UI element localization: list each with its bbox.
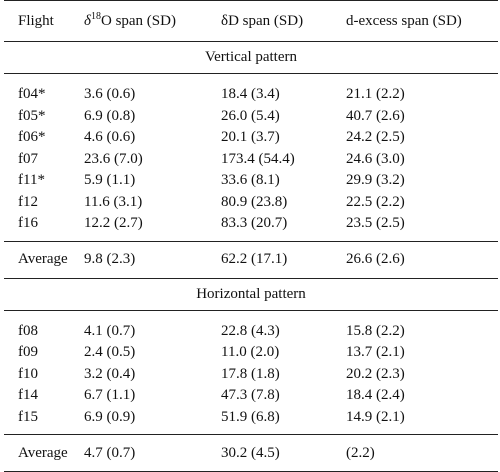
section-row-horizontal: Horizontal pattern (4, 278, 498, 311)
cell-d18o: 3.6 (0.6) (84, 86, 136, 103)
cell-flight: f07 (18, 150, 38, 167)
cell-d18o: 3.2 (0.4) (84, 365, 136, 382)
average-row-vertical: Average 9.8 (2.3) 62.2 (17.1) 26.6 (2.6) (4, 240, 498, 279)
cell-dd: 83.3 (20.7) (221, 215, 288, 232)
table-row: f12 11.6 (3.1) 80.9 (23.8) 22.5 (2.2) (4, 192, 498, 214)
cell-dexcess: 21.1 (2.2) (346, 86, 405, 103)
table-row: f08 4.1 (0.7) 22.8 (4.3) 15.8 (2.2) (4, 310, 498, 342)
cell-dd: 26.0 (5.4) (221, 107, 280, 124)
cell-d18o: 6.9 (0.8) (84, 107, 136, 124)
cell-flight: f11* (18, 172, 45, 189)
cell-dexcess: 18.4 (2.4) (346, 387, 405, 404)
cell-d18o: 9.8 (2.3) (84, 240, 221, 279)
cell-flight: Average (4, 434, 84, 472)
cell-dd: 80.9 (23.8) (221, 193, 288, 210)
flight-span-table: Flight δ18O span (SD) δD span (SD) d-exc… (4, 0, 498, 472)
cell-d18o: 4.1 (0.7) (84, 322, 136, 339)
cell-flight: f06* (18, 129, 46, 146)
cell-d18o: 4.7 (0.7) (84, 434, 221, 472)
cell-d18o: 6.9 (0.9) (84, 408, 136, 425)
cell-d18o: 11.6 (3.1) (84, 193, 143, 210)
delta-symbol: δ (84, 12, 91, 29)
section-title-vertical: Vertical pattern (4, 41, 498, 74)
cell-dexcess: 20.2 (2.3) (346, 365, 405, 382)
cell-d18o: 5.9 (1.1) (84, 172, 136, 189)
col-header-d18o: δ18O span (SD) (84, 0, 221, 42)
col-header-dexcess: d-excess span (SD) (346, 0, 498, 42)
col-header-dd: δD span (SD) (221, 0, 346, 42)
section-title-horizontal: Horizontal pattern (4, 278, 498, 311)
table-row: f14 6.7 (1.1) 47.3 (7.8) 18.4 (2.4) (4, 385, 498, 407)
cell-dd: 18.4 (3.4) (221, 86, 280, 103)
cell-flight: f05* (18, 107, 46, 124)
cell-dexcess: 26.6 (2.6) (346, 240, 498, 279)
table-row: f16 12.2 (2.7) 83.3 (20.7) 23.5 (2.5) (4, 213, 498, 241)
cell-dexcess: 24.6 (3.0) (346, 150, 405, 167)
cell-flight: f16 (18, 215, 38, 232)
cell-dd: 33.6 (8.1) (221, 172, 280, 189)
cell-dexcess: 29.9 (3.2) (346, 172, 405, 189)
cell-dd: 11.0 (2.0) (221, 344, 280, 361)
table-row: f10 3.2 (0.4) 17.8 (1.8) 20.2 (2.3) (4, 364, 498, 386)
cell-flight: f08 (18, 322, 38, 339)
cell-dd: 173.4 (54.4) (221, 150, 295, 167)
cell-d18o: 12.2 (2.7) (84, 215, 143, 232)
table-row: f07 23.6 (7.0) 173.4 (54.4) 24.6 (3.0) (4, 149, 498, 171)
header-row: Flight δ18O span (SD) δD span (SD) d-exc… (4, 0, 498, 42)
cell-dexcess: 22.5 (2.2) (346, 193, 405, 210)
table-row: f04* 3.6 (0.6) 18.4 (3.4) 21.1 (2.2) (4, 74, 498, 106)
table-row: f06* 4.6 (0.6) 20.1 (3.7) 24.2 (2.5) (4, 127, 498, 149)
cell-dd: 30.2 (4.5) (221, 434, 346, 472)
cell-dd: 47.3 (7.8) (221, 387, 280, 404)
cell-dexcess: (2.2) (346, 434, 498, 472)
cell-flight: f10 (18, 365, 38, 382)
cell-dd: 51.9 (6.8) (221, 408, 280, 425)
cell-dexcess: 24.2 (2.5) (346, 129, 405, 146)
cell-dexcess: 15.8 (2.2) (346, 322, 405, 339)
cell-dd: 22.8 (4.3) (221, 322, 280, 339)
cell-dexcess: 23.5 (2.5) (346, 215, 405, 232)
cell-flight: f04* (18, 86, 46, 103)
cell-flight: f09 (18, 344, 38, 361)
cell-dexcess: 13.7 (2.1) (346, 344, 405, 361)
cell-dd: 20.1 (3.7) (221, 129, 280, 146)
cell-d18o: 4.6 (0.6) (84, 129, 136, 146)
cell-dd: 62.2 (17.1) (221, 240, 346, 279)
cell-flight: f14 (18, 387, 38, 404)
table-row: f15 6.9 (0.9) 51.9 (6.8) 14.9 (2.1) (4, 407, 498, 435)
cell-flight: f12 (18, 193, 38, 210)
cell-flight: f15 (18, 408, 38, 425)
table-row: f09 2.4 (0.5) 11.0 (2.0) 13.7 (2.1) (4, 342, 498, 364)
cell-dexcess: 40.7 (2.6) (346, 107, 405, 124)
cell-d18o: 2.4 (0.5) (84, 344, 136, 361)
cell-d18o: 6.7 (1.1) (84, 387, 136, 404)
cell-d18o: 23.6 (7.0) (84, 150, 143, 167)
table-row: f11* 5.9 (1.1) 33.6 (8.1) 29.9 (3.2) (4, 170, 498, 192)
cell-flight: Average (4, 240, 84, 279)
isotope-superscript: 18 (90, 10, 101, 22)
cell-dd: 17.8 (1.8) (221, 365, 280, 382)
average-row-horizontal: Average 4.7 (0.7) 30.2 (4.5) (2.2) (4, 434, 498, 472)
section-row-vertical: Vertical pattern (4, 41, 498, 74)
table-row: f05* 6.9 (0.8) 26.0 (5.4) 40.7 (2.6) (4, 106, 498, 128)
col-header-flight: Flight (4, 0, 84, 42)
cell-dexcess: 14.9 (2.1) (346, 408, 405, 425)
col-header-d18o-text: O span (SD) (100, 12, 176, 29)
